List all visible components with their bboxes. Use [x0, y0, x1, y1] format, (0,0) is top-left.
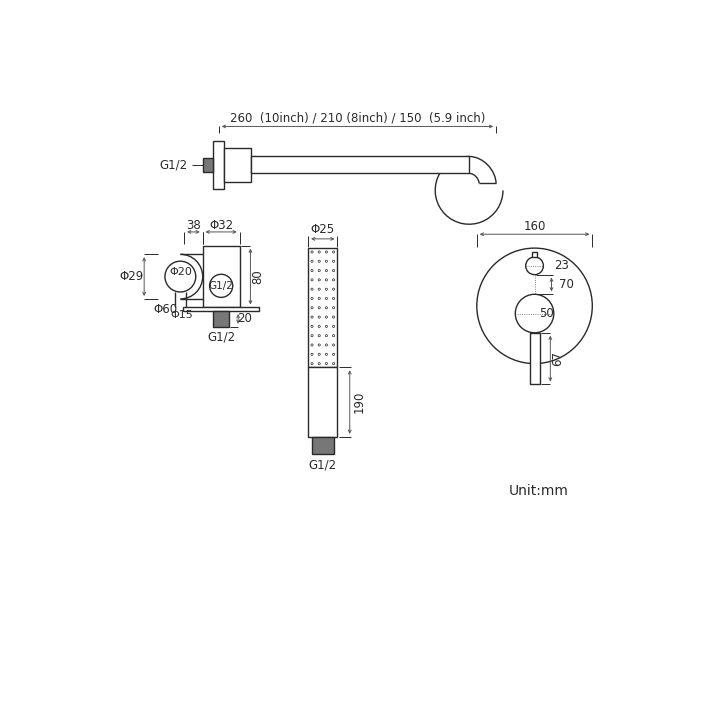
Bar	[532, 251, 537, 257]
Text: G1/2: G1/2	[309, 459, 337, 472]
Bar	[312, 437, 333, 454]
Bar	[184, 307, 259, 311]
Text: 67: 67	[551, 351, 564, 366]
Text: Φ32: Φ32	[209, 220, 233, 233]
Circle shape	[526, 257, 544, 274]
Text: 80: 80	[251, 269, 264, 284]
Text: 20: 20	[238, 312, 253, 325]
Text: Φ25: Φ25	[311, 223, 335, 236]
Text: 23: 23	[554, 259, 569, 272]
Bar	[308, 367, 338, 437]
Text: G1/2: G1/2	[159, 158, 187, 171]
Bar	[529, 333, 539, 384]
Bar	[203, 158, 213, 172]
Circle shape	[477, 248, 593, 364]
Bar	[213, 141, 224, 189]
Text: 260  (10inch) / 210 (8inch) / 150  (5.9 inch): 260 (10inch) / 210 (8inch) / 150 (5.9 in…	[230, 112, 485, 125]
Text: 50: 50	[539, 307, 554, 320]
Text: 160: 160	[523, 220, 546, 233]
Bar	[251, 156, 469, 174]
Text: Φ29: Φ29	[120, 270, 144, 283]
Bar	[213, 311, 229, 327]
Text: Unit:mm: Unit:mm	[508, 484, 568, 498]
Text: Φ20: Φ20	[169, 267, 192, 277]
Circle shape	[210, 274, 233, 297]
Text: G1/2: G1/2	[207, 331, 235, 344]
Text: 38: 38	[186, 220, 201, 233]
Bar	[203, 246, 240, 307]
Text: G1/2: G1/2	[209, 281, 233, 291]
Bar	[308, 248, 338, 367]
Circle shape	[516, 294, 554, 333]
Text: Φ15: Φ15	[171, 310, 193, 320]
Text: Φ60: Φ60	[153, 303, 177, 316]
Text: 70: 70	[559, 278, 574, 291]
Bar	[224, 148, 251, 182]
Text: 190: 190	[353, 391, 366, 413]
